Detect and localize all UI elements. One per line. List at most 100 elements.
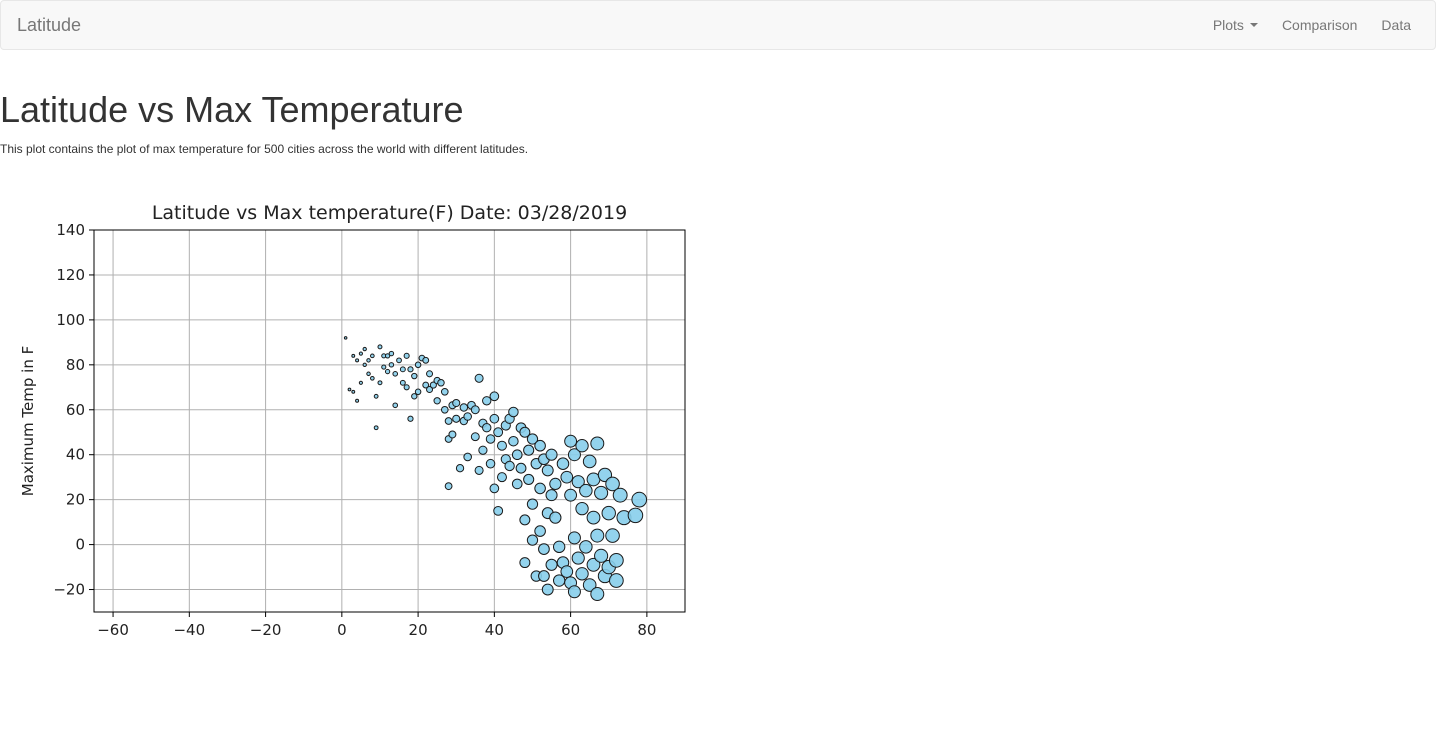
data-point: [489, 483, 500, 494]
data-point: [526, 534, 539, 546]
data-point: [515, 462, 527, 474]
data-point: [549, 511, 562, 524]
data-point: [493, 427, 504, 438]
data-point: [549, 477, 562, 491]
x-tick-label: 60: [561, 621, 580, 639]
nav-item-comparison-label: Comparison: [1281, 17, 1358, 33]
data-point: [541, 583, 554, 596]
data-point: [508, 435, 519, 447]
y-tick-label: 80: [66, 356, 85, 374]
navbar: Latitude Plots Comparison Data: [0, 0, 1436, 50]
data-point: [426, 370, 434, 378]
data-point: [452, 414, 461, 423]
y-tick-label: 60: [66, 401, 85, 419]
data-point: [534, 482, 546, 495]
nav-item-data-label: Data: [1381, 17, 1411, 33]
data-point: [594, 548, 609, 563]
x-tick-label: 80: [637, 621, 656, 639]
page-description: This plot contains the plot of max tempe…: [0, 142, 529, 156]
data-point: [422, 356, 430, 364]
data-point: [370, 375, 375, 381]
y-tick-label: 20: [66, 491, 85, 509]
data-point: [511, 449, 523, 461]
data-point: [545, 489, 558, 502]
data-point: [567, 448, 581, 462]
data-point: [444, 482, 453, 491]
data-point: [411, 393, 418, 400]
data-point: [556, 457, 570, 470]
x-tick-label: −60: [97, 621, 129, 639]
data-point: [608, 552, 624, 568]
data-point: [526, 433, 539, 445]
data-point: [433, 397, 441, 405]
data-point: [567, 531, 581, 545]
data-point: [392, 402, 399, 409]
data-point: [571, 551, 585, 565]
data-point: [362, 346, 367, 352]
data-point: [358, 351, 363, 356]
data-point: [627, 507, 644, 524]
data-point: [564, 434, 578, 448]
data-point: [567, 585, 581, 599]
data-point: [399, 379, 406, 386]
data-point: [582, 454, 597, 469]
data-point: [526, 498, 539, 510]
data-point: [482, 423, 492, 433]
y-axis-label: Maximum Temp in F: [19, 346, 37, 497]
x-tick-label: 20: [409, 621, 428, 639]
x-tick-label: 0: [337, 621, 347, 639]
y-tick-label: 140: [56, 221, 85, 239]
data-point: [489, 413, 500, 424]
data-point: [545, 558, 558, 571]
data-point: [381, 364, 387, 370]
data-point: [575, 501, 589, 516]
data-point: [396, 357, 402, 364]
data-point: [590, 587, 605, 601]
data-point: [631, 491, 648, 508]
data-point: [474, 373, 484, 383]
chart-title: Latitude vs Max temperature(F) Date: 03/…: [152, 202, 627, 224]
chart-container: −60 −40 −20 0 20 40 60 80 −20 0 20 40 60 80 100 120 140 L…: [0, 190, 700, 650]
data-point: [463, 452, 472, 462]
data-point: [519, 557, 531, 569]
data-point: [366, 358, 371, 363]
y-tick-label: 40: [66, 446, 85, 464]
data-point: [478, 445, 488, 455]
data-point: [571, 475, 585, 489]
x-tick-label: −20: [250, 621, 282, 639]
nav-item-data[interactable]: Data: [1369, 1, 1423, 49]
data-point: [392, 371, 399, 377]
data-point: [538, 570, 550, 582]
data-point: [586, 557, 601, 572]
data-point: [586, 510, 601, 525]
data-point: [358, 380, 363, 385]
data-point: [493, 505, 504, 516]
data-point: [485, 458, 496, 469]
data-point: [403, 384, 410, 391]
data-point: [590, 528, 605, 543]
data-point: [411, 372, 418, 380]
data-point: [582, 578, 597, 592]
data-point: [579, 483, 593, 498]
navbar-menu: Plots Comparison Data: [1201, 1, 1423, 49]
data-point: [452, 398, 461, 408]
y-tick-label: 0: [75, 536, 85, 554]
scatter-chart: −60 −40 −20 0 20 40 60 80 −20 0 20 40 60 80 100 120 140 L…: [19, 202, 686, 639]
data-point: [377, 380, 383, 386]
x-tick-label: 40: [485, 621, 504, 639]
caret-down-icon: [1249, 23, 1258, 27]
data-point: [523, 444, 535, 456]
data-point: [519, 426, 531, 438]
data-point: [519, 514, 531, 526]
navbar-brand[interactable]: Latitude: [17, 15, 82, 35]
data-point: [459, 403, 469, 412]
data-point: [437, 379, 445, 387]
data-point: [508, 406, 519, 418]
data-point: [560, 470, 574, 484]
nav-item-comparison[interactable]: Comparison: [1270, 1, 1369, 49]
data-point: [496, 440, 507, 451]
nav-item-plots[interactable]: Plots: [1201, 1, 1270, 49]
data-point: [455, 464, 465, 473]
data-point: [440, 387, 449, 396]
data-point: [388, 350, 395, 357]
